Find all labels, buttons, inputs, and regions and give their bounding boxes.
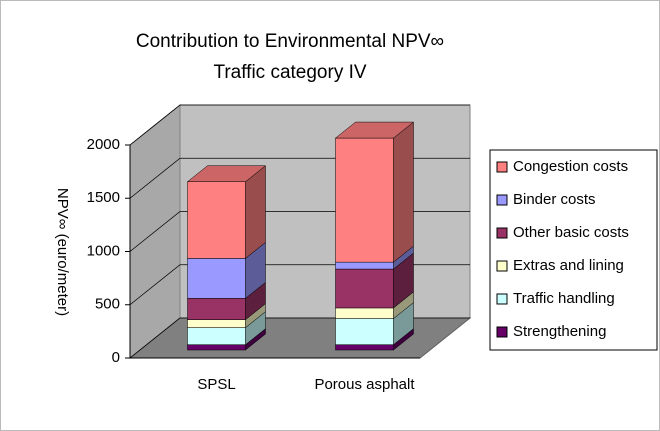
bar [187, 258, 246, 299]
bar [335, 318, 394, 345]
bar [335, 261, 394, 270]
y-tick-label: 0 [112, 349, 120, 366]
bar [335, 344, 394, 351]
legend-label: Congestion costs [513, 158, 628, 175]
y-axis-label: NPV∞ (euro/meter) [54, 188, 71, 316]
legend-label: Binder costs [513, 191, 596, 208]
legend-swatch [496, 326, 508, 338]
legend-label: Extras and lining [513, 257, 624, 274]
bar [187, 298, 246, 320]
bar [335, 268, 394, 309]
x-tick-label: SPSL [197, 376, 235, 393]
chart-title: Contribution to Environmental NPV∞ [136, 31, 444, 52]
y-tick-label: 500 [95, 296, 120, 313]
legend [489, 149, 658, 351]
y-tick-label: 1000 [87, 242, 120, 259]
bar [335, 307, 394, 319]
legend-swatch [496, 227, 508, 239]
bar-top [186, 165, 267, 182]
legend-label: Other basic costs [513, 224, 629, 241]
legend-swatch [496, 194, 508, 206]
legend-swatch [496, 260, 508, 272]
bar [187, 327, 246, 345]
legend-swatch [496, 161, 508, 173]
grid-line [129, 104, 470, 146]
bar [187, 319, 246, 328]
bar [335, 137, 394, 263]
y-tick-label: 1500 [87, 189, 120, 206]
chart-subtitle: Traffic category IV [213, 62, 366, 83]
legend-swatch [496, 293, 508, 305]
y-tick-label: 2000 [87, 136, 120, 153]
bar-top [334, 121, 415, 139]
bar [187, 181, 246, 259]
legend-label: Traffic handling [513, 290, 615, 307]
floor [128, 317, 472, 359]
x-tick-label: Porous asphalt [314, 376, 415, 393]
bar-side [393, 121, 414, 263]
legend-label: Strengthening [513, 323, 606, 340]
bar [187, 344, 246, 351]
